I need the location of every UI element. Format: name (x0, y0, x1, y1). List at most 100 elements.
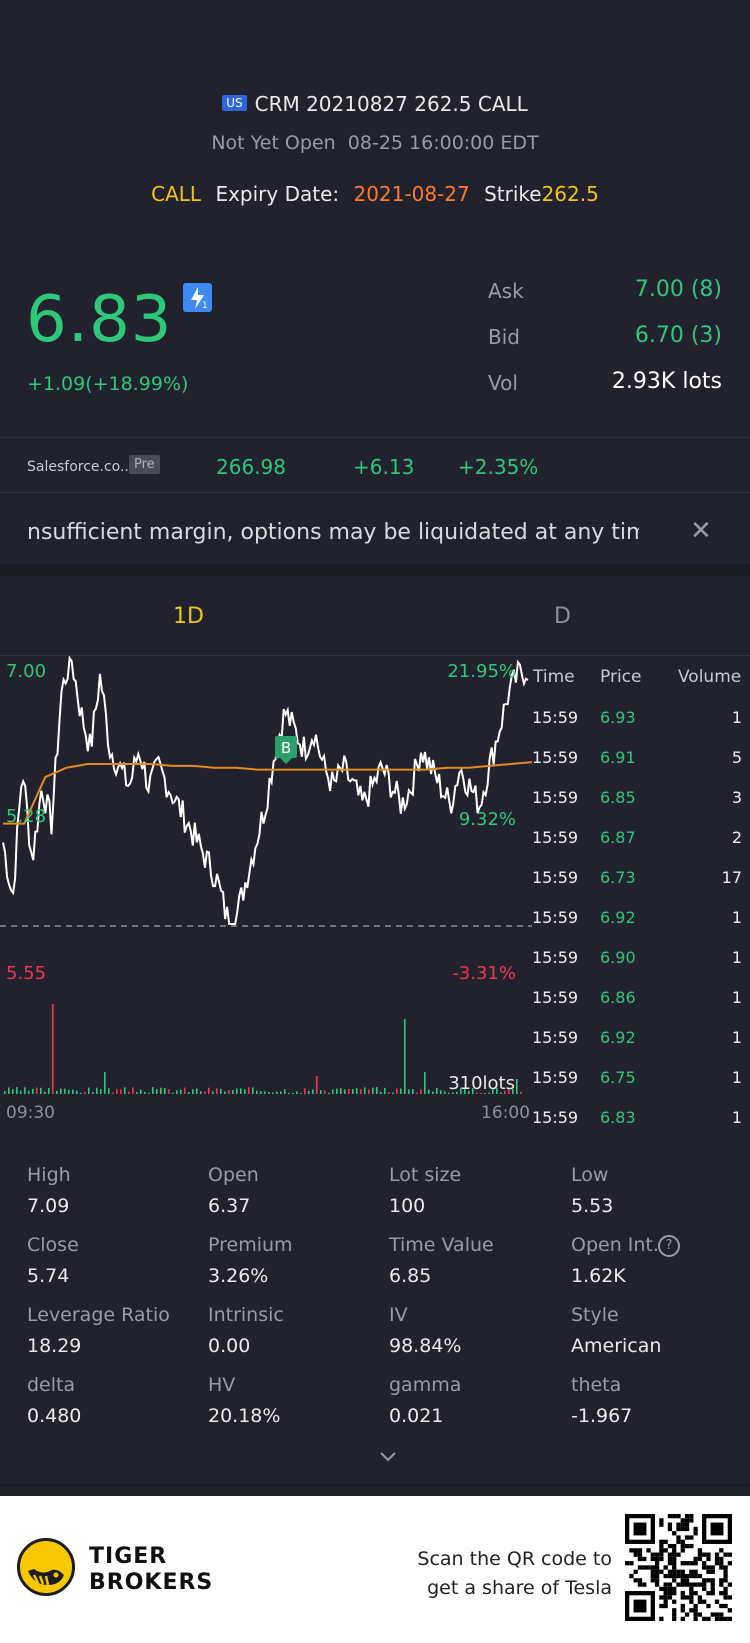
volume-bar (120, 1089, 122, 1094)
volume-bar (332, 1089, 334, 1094)
volume-bar (212, 1091, 214, 1094)
stat-label-hv: HV (208, 1374, 236, 1396)
volume-bar (352, 1089, 354, 1094)
tick-price: 6.86 (600, 988, 636, 1007)
stat-value-gamma: 0.021 (389, 1405, 444, 1427)
session-badge: Pre (129, 455, 160, 474)
stat-value-time-value: 6.85 (389, 1265, 432, 1287)
tick-price: 6.91 (600, 748, 636, 767)
volume-bar (172, 1092, 174, 1094)
chart-high-pct: 21.95% (447, 661, 516, 682)
divider (0, 437, 750, 438)
volume-bar (76, 1090, 78, 1094)
volume-bar (148, 1092, 150, 1094)
stat-label-low: Low (571, 1164, 609, 1186)
volume-bar (192, 1089, 194, 1094)
stat-value-theta: -1.967 (571, 1405, 633, 1427)
volume-bar (472, 1088, 474, 1094)
chart-low-label: 5.55 (6, 963, 46, 984)
bid-label: Bid (488, 325, 520, 349)
volume-bar (244, 1089, 246, 1094)
stat-value-leverage-ratio: 18.29 (27, 1335, 82, 1357)
volume-bar (364, 1087, 366, 1094)
stat-label-leverage-ratio: Leverage Ratio (27, 1304, 170, 1326)
stat-value-high: 7.09 (27, 1195, 70, 1217)
stat-value-hv: 20.18% (208, 1405, 281, 1427)
tick-row: 15:59 6.91 5 (532, 748, 742, 788)
volume-bar (128, 1091, 130, 1094)
chart-low-pct: -3.31% (452, 963, 516, 984)
volume-bar (88, 1087, 90, 1094)
volume-bar (284, 1089, 286, 1094)
ticks-volume-header: Volume (678, 667, 742, 687)
flash-icon[interactable]: 1 (183, 283, 212, 312)
volume-bar (100, 1089, 102, 1094)
volume-bar (108, 1088, 110, 1094)
strike-label: Strike (484, 182, 542, 206)
tick-time: 15:59 (532, 948, 579, 967)
volume-bar (444, 1091, 446, 1094)
stat-label-close: Close (27, 1234, 79, 1256)
close-icon[interactable]: ✕ (690, 516, 712, 546)
tick-price: 6.92 (600, 908, 636, 927)
volume-bar (12, 1089, 14, 1094)
buy-marker[interactable]: B (275, 736, 297, 764)
volume-bar (196, 1088, 198, 1094)
volume-bar (348, 1088, 350, 1094)
volume-bar (416, 1092, 418, 1094)
stat-value-premium: 3.26% (208, 1265, 269, 1287)
volume-bar (292, 1092, 294, 1094)
volume-bar (460, 1087, 462, 1094)
volume-bar (260, 1091, 262, 1094)
volume-bar (72, 1089, 74, 1094)
tick-volume: 1 (731, 1028, 742, 1047)
volume-bar (176, 1090, 178, 1094)
tick-time: 15:59 (532, 788, 579, 807)
divider (0, 492, 750, 493)
volume-bar (236, 1088, 238, 1094)
volume-bar (324, 1090, 326, 1094)
strike-value: 262.5 (541, 182, 599, 206)
volume-bar (104, 1072, 106, 1094)
stat-label-iv: IV (389, 1304, 408, 1326)
stat-value-intrinsic: 0.00 (208, 1335, 251, 1357)
help-icon[interactable]: ? (658, 1235, 680, 1257)
tick-time: 15:59 (532, 828, 579, 847)
volume-bar (68, 1089, 70, 1094)
volume-bar (184, 1087, 186, 1094)
volume-bar (288, 1092, 290, 1094)
volume-bar (392, 1092, 394, 1094)
volume-bar (344, 1089, 346, 1094)
intraday-chart[interactable]: B 7.00 21.95% 5.28 9.32% 5.55 -3.31% 310… (0, 656, 532, 1126)
underlying-name[interactable]: Salesforce.co... (27, 459, 134, 475)
volume-bar (140, 1089, 142, 1094)
volume-bar (64, 1088, 66, 1094)
stat-value-iv: 98.84% (389, 1335, 462, 1357)
tick-row: 15:59 6.92 1 (532, 1028, 742, 1068)
volume-bar (420, 1089, 422, 1094)
tick-price: 6.93 (600, 708, 636, 727)
ask-label: Ask (488, 279, 524, 303)
brand-name: TIGER BROKERS (89, 1544, 214, 1595)
volume-bar (60, 1088, 62, 1094)
chevron-down-icon[interactable] (378, 1448, 398, 1469)
contract-title: US CRM 20210827 262.5 CALL (0, 92, 750, 116)
volume-bar (132, 1087, 134, 1094)
volume-bar (432, 1091, 434, 1094)
chart-high-label: 7.00 (6, 661, 46, 682)
volume-bar (16, 1087, 18, 1094)
tick-row: 15:59 6.86 1 (532, 988, 742, 1028)
volume-bar (28, 1090, 30, 1094)
underlying-change-pct: +2.35% (458, 455, 539, 479)
tab-daily[interactable]: D (554, 604, 571, 629)
chart-mid-label: 5.28 (6, 806, 46, 827)
tick-volume: 17 (721, 868, 742, 887)
volume-bar (200, 1091, 202, 1094)
stat-value-delta: 0.480 (27, 1405, 82, 1427)
tab-1d[interactable]: 1D (173, 604, 204, 629)
stat-value-style: American (571, 1335, 662, 1357)
svg-text:1: 1 (202, 301, 208, 310)
volume-bar (464, 1087, 466, 1094)
volume-bar (520, 1091, 522, 1094)
volume-bar (388, 1092, 390, 1094)
